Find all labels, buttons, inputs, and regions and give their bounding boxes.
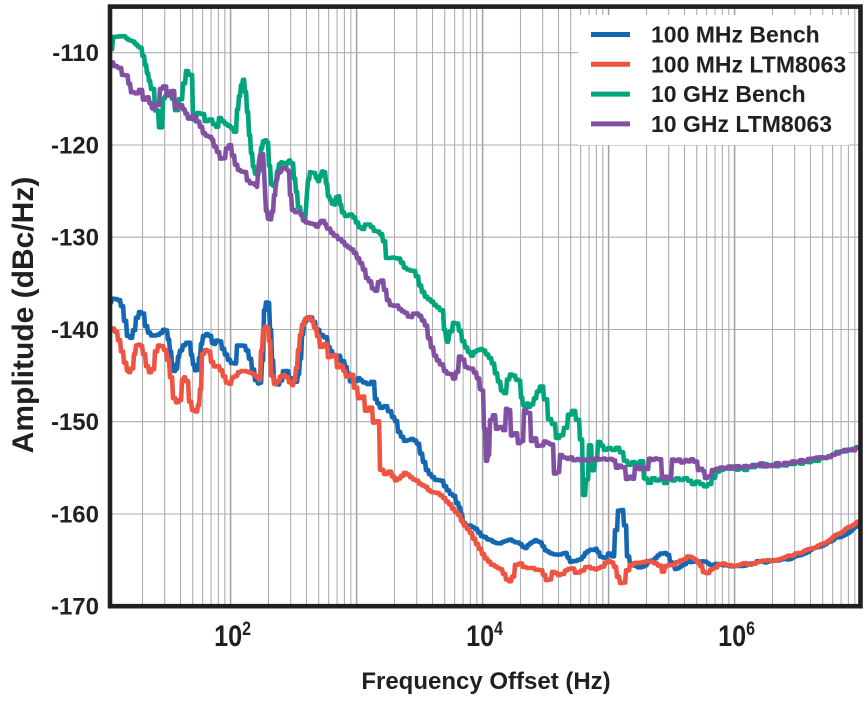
svg-text:-150: -150	[51, 409, 99, 436]
svg-text:100 MHz LTM8063: 100 MHz LTM8063	[651, 51, 846, 77]
svg-text:-170: -170	[51, 594, 99, 621]
svg-text:-140: -140	[51, 317, 99, 344]
svg-text:10 GHz Bench: 10 GHz Bench	[651, 81, 806, 107]
svg-text:10 GHz LTM8063: 10 GHz LTM8063	[651, 111, 832, 137]
svg-text:-120: -120	[51, 133, 99, 160]
svg-text:-160: -160	[51, 502, 99, 529]
svg-text:-130: -130	[51, 225, 99, 252]
svg-text:100 MHz Bench: 100 MHz Bench	[651, 22, 820, 48]
svg-text:Amplitude (dBc/Hz): Amplitude (dBc/Hz)	[7, 177, 40, 454]
svg-text:-110: -110	[52, 40, 99, 67]
svg-text:Frequency Offset (Hz): Frequency Offset (Hz)	[361, 668, 610, 695]
